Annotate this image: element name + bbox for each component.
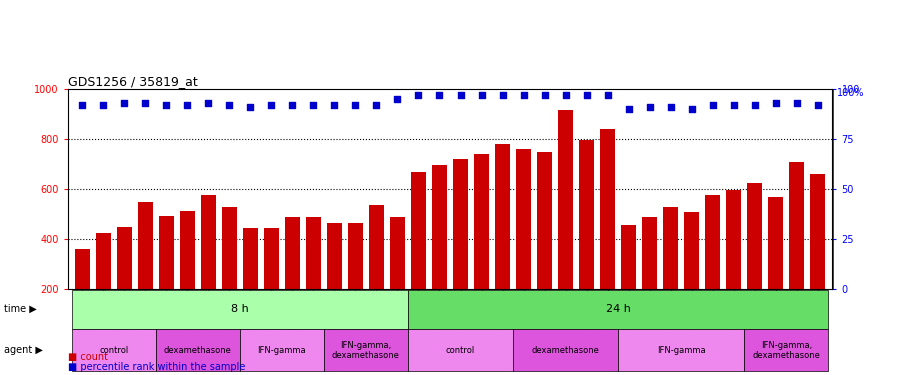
Bar [432,165,446,339]
Point [769,100,783,106]
Bar [369,206,383,339]
Bar [222,207,237,339]
Point [580,92,594,98]
Point [96,102,111,108]
Bar [517,149,531,339]
Text: control: control [446,346,475,355]
Point [411,92,426,98]
Point [621,106,635,112]
Point [265,102,279,108]
Point [558,92,572,98]
Bar [706,195,720,339]
Point [517,92,531,98]
Bar [454,159,468,339]
Bar [285,217,300,339]
Point [159,102,174,108]
Bar [618,329,744,371]
Text: control: control [99,346,129,355]
Point [201,100,215,106]
Bar [643,217,657,339]
Bar [621,225,636,339]
Text: ■ percentile rank within the sample: ■ percentile rank within the sample [68,362,245,372]
Point [243,104,257,110]
Bar [243,228,257,339]
Point [685,106,699,112]
Text: ■ count: ■ count [68,352,107,362]
Bar [390,217,405,339]
Point [222,102,237,108]
Text: time ▶: time ▶ [4,304,37,314]
Point [391,96,405,102]
Bar [747,183,762,339]
Text: GDS1256 / 35819_at: GDS1256 / 35819_at [68,75,197,88]
Bar [408,329,513,371]
Bar [600,129,615,339]
Bar [580,140,594,339]
Point [643,104,657,110]
Bar [156,329,239,371]
Text: dexamethasone: dexamethasone [164,346,231,355]
Bar [75,249,90,339]
Bar [72,290,408,328]
Point [726,102,741,108]
Point [537,92,552,98]
Bar [474,154,489,339]
Point [285,102,300,108]
Bar [663,207,678,339]
Text: 8 h: 8 h [231,304,248,314]
Point [328,102,342,108]
Text: IFN-gamma: IFN-gamma [257,346,306,355]
Bar [239,329,324,371]
Text: dexamethasone: dexamethasone [532,346,599,355]
Bar [327,223,342,339]
Point [180,102,194,108]
Bar [769,196,783,339]
Bar [537,152,552,339]
Bar [306,217,320,339]
Point [117,100,131,106]
Bar [495,144,510,339]
Text: IFN-gamma,
dexamethasone: IFN-gamma, dexamethasone [752,340,820,360]
Bar [180,211,194,339]
Point [138,100,152,106]
Bar [117,226,131,339]
Bar [72,329,156,371]
Point [454,92,468,98]
Bar [159,216,174,339]
Point [75,102,89,108]
Bar [411,172,426,339]
Bar [789,162,804,339]
Bar [201,195,216,339]
Point [474,92,489,98]
Text: IFN-gamma: IFN-gamma [657,346,706,355]
Bar [408,290,828,328]
Point [369,102,383,108]
Point [432,92,446,98]
Point [789,100,804,106]
Point [495,92,509,98]
Bar [96,233,111,339]
Text: 100%: 100% [837,88,864,98]
Bar [726,190,741,339]
Point [811,102,825,108]
Bar [684,212,699,339]
Bar [744,329,828,371]
Bar [810,174,825,339]
Point [663,104,678,110]
Text: agent ▶: agent ▶ [4,345,43,355]
Text: 24 h: 24 h [606,304,631,314]
Text: IFN-gamma,
dexamethasone: IFN-gamma, dexamethasone [332,340,400,360]
Bar [348,223,363,339]
Bar [558,110,573,339]
Bar [138,202,153,339]
Bar [264,228,279,339]
Point [748,102,762,108]
Point [600,92,615,98]
Bar [324,329,408,371]
Point [706,102,720,108]
Point [306,102,320,108]
Point [348,102,363,108]
Bar [513,329,618,371]
